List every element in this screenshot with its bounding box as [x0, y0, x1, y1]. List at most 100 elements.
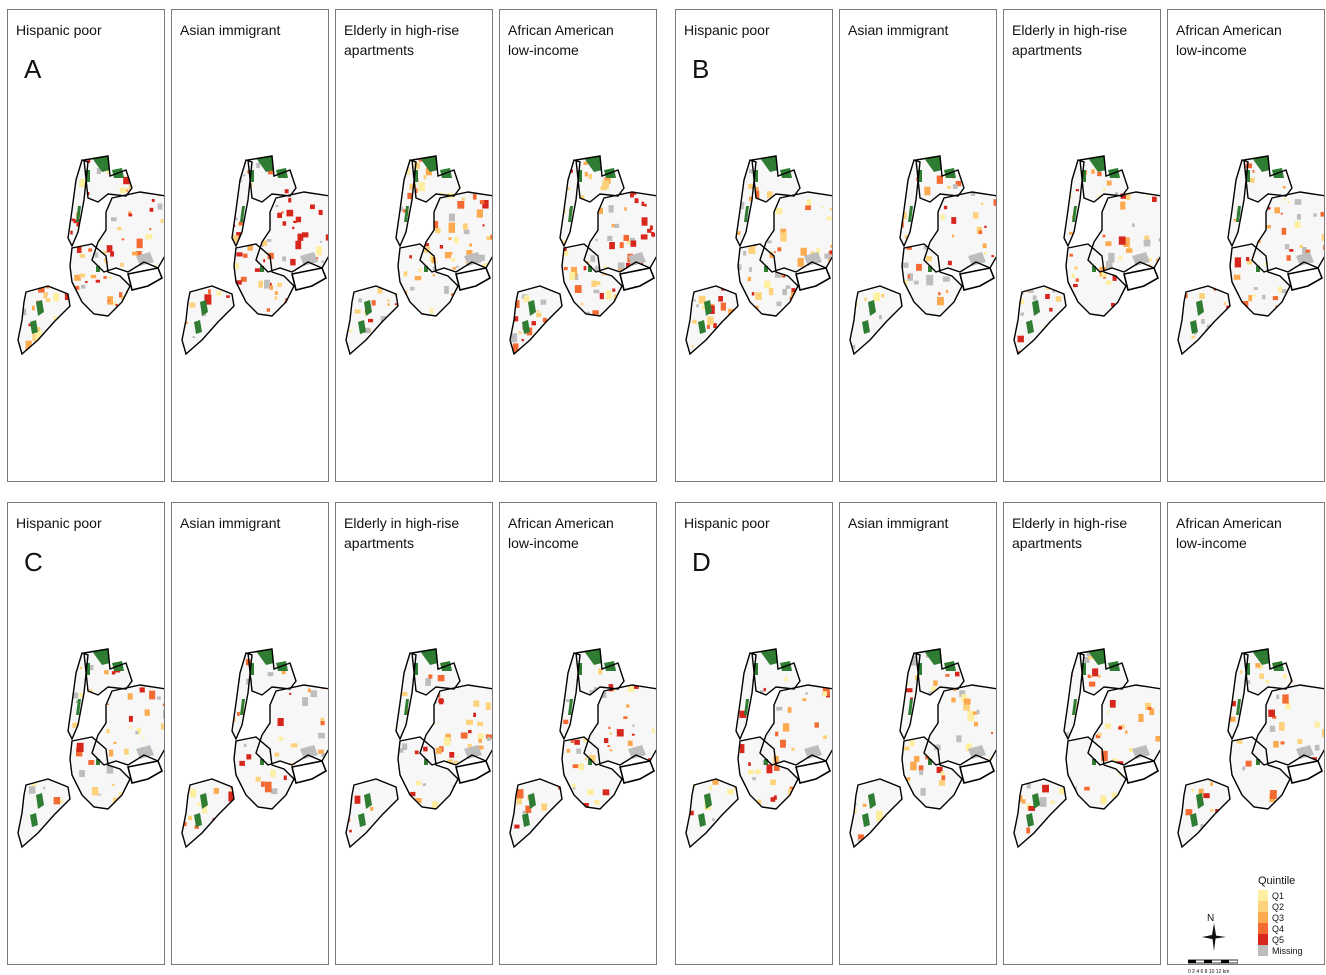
tract [1315, 650, 1320, 654]
tract [370, 653, 372, 656]
tract [1204, 704, 1210, 710]
tract [592, 827, 598, 831]
tract [375, 731, 382, 741]
tract [1021, 313, 1024, 316]
tract [1039, 350, 1043, 355]
tract [208, 217, 215, 226]
tract [124, 749, 128, 755]
tract [1322, 234, 1325, 241]
tract [384, 210, 388, 214]
legend-label: Missing [1272, 946, 1303, 956]
tract [305, 305, 312, 311]
tract [608, 727, 610, 729]
tract [355, 161, 357, 163]
tract [1030, 674, 1037, 683]
tract [473, 700, 479, 706]
tract [325, 793, 329, 796]
tract [926, 275, 933, 285]
tract [754, 727, 757, 730]
tract [602, 181, 609, 189]
tract [1123, 331, 1125, 333]
tract [225, 732, 231, 739]
tract [1234, 219, 1237, 221]
tract [824, 254, 830, 259]
tract [223, 766, 230, 775]
tract [902, 178, 907, 184]
tract [614, 328, 619, 332]
tract [564, 267, 568, 270]
tract [481, 336, 486, 340]
tract [522, 339, 524, 341]
tract [161, 219, 164, 223]
tract [269, 339, 274, 346]
tract [323, 170, 329, 175]
tract [433, 199, 437, 202]
tract [132, 252, 138, 256]
tract [1275, 653, 1282, 662]
tract [884, 668, 889, 671]
tract [389, 247, 395, 253]
nyc-borough-map [336, 10, 493, 482]
tract [252, 327, 256, 331]
tract [1195, 737, 1200, 742]
tract [727, 242, 734, 253]
tract [789, 326, 795, 333]
tract [1059, 198, 1063, 201]
tract [611, 337, 615, 340]
tract [1202, 242, 1207, 249]
tract [468, 730, 472, 733]
tract [1186, 206, 1190, 210]
tract [643, 680, 646, 682]
tract [1022, 799, 1026, 803]
tract [466, 304, 473, 309]
tract [709, 195, 713, 200]
tract [617, 729, 624, 736]
tract [1235, 257, 1241, 267]
tract [318, 733, 325, 739]
tract [1268, 710, 1275, 717]
tract [1308, 291, 1314, 295]
legend-item: Q2 [1258, 901, 1322, 912]
tract [1282, 228, 1287, 235]
tract [622, 658, 627, 665]
tract [1190, 744, 1192, 747]
tract [807, 199, 812, 205]
tract [1158, 310, 1161, 319]
tract [793, 158, 798, 163]
tract [906, 328, 909, 331]
tract [1283, 186, 1286, 189]
tract [708, 717, 711, 719]
tract [1045, 294, 1050, 299]
tract [96, 819, 101, 826]
legend-swatch [1258, 901, 1268, 912]
tract [1292, 352, 1294, 353]
tract [1051, 801, 1055, 805]
tract [919, 355, 923, 359]
tract [295, 241, 301, 249]
tract [1120, 202, 1125, 210]
tract [88, 324, 93, 330]
tract [713, 323, 717, 328]
tract [1300, 332, 1306, 339]
tract [547, 738, 553, 744]
tract [544, 839, 550, 843]
tract [150, 208, 154, 212]
tract [946, 290, 948, 293]
tract [196, 214, 202, 219]
tract [738, 678, 741, 683]
tract [852, 164, 855, 168]
tract [1037, 160, 1041, 166]
tract [829, 810, 833, 816]
tract [1314, 300, 1320, 308]
tract [1109, 814, 1113, 817]
tract [423, 783, 426, 786]
tract [730, 734, 734, 740]
tract [463, 223, 468, 230]
tract [706, 704, 710, 709]
tract [392, 202, 397, 207]
tract [306, 682, 308, 684]
tract [806, 668, 810, 671]
tract [1203, 793, 1209, 798]
tract [279, 737, 283, 741]
tract [195, 221, 202, 228]
